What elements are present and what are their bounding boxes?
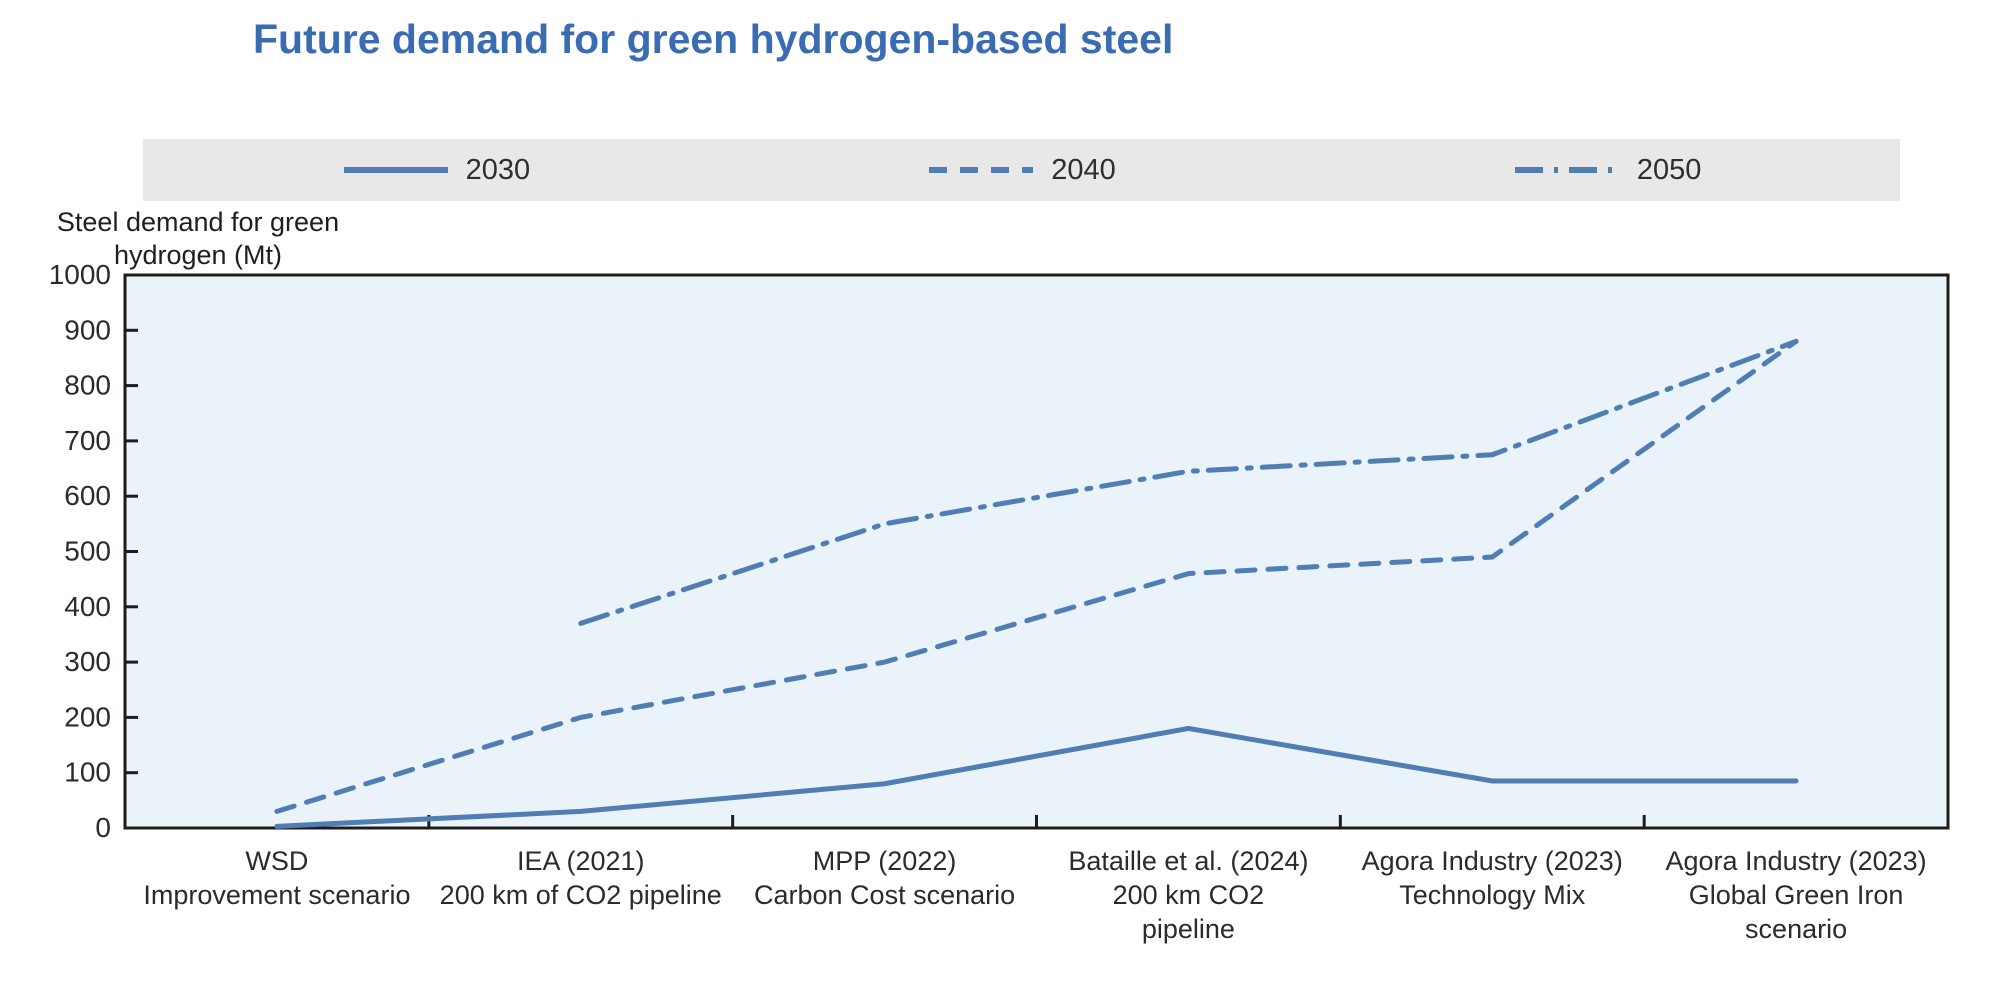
series-line-2050	[578, 338, 1799, 626]
legend-item-2030: 2030	[342, 153, 531, 187]
y-tick-label: 0	[95, 812, 111, 843]
series-line-2030	[274, 725, 1799, 829]
y-tick-label: 800	[64, 370, 111, 401]
x-tick-label: IEA (2021) 200 km of CO2 pipeline	[440, 846, 722, 910]
x-tick-label: MPP (2022) Carbon Cost scenario	[754, 846, 1015, 910]
y-tick-label: 400	[64, 591, 111, 622]
y-tick-label: 300	[64, 646, 111, 677]
legend-item-2050: 2050	[1513, 153, 1702, 187]
legend-label-2030: 2030	[465, 153, 531, 186]
x-tick-label: WSD Improvement scenario	[143, 846, 410, 910]
y-tick-label: 500	[64, 536, 111, 567]
x-tick-label: Bataille et al. (2024) 200 km CO2 pipeline	[1068, 846, 1308, 944]
legend-item-2040: 2040	[927, 154, 1116, 187]
legend-label-2040: 2040	[1051, 153, 1116, 186]
legend-line-solid-icon	[343, 167, 448, 173]
legend-line-dashed-icon	[929, 167, 1034, 173]
legend-label-2050: 2050	[1636, 153, 1702, 186]
y-tick-label: 100	[64, 757, 111, 788]
y-tick-label: 600	[64, 480, 111, 511]
chart-legend: 2030 2040 2050	[143, 139, 1900, 201]
series-line-2040	[274, 338, 1799, 814]
x-tick-label: Agora Industry (2023) Global Green Iron sc…	[1666, 846, 1927, 944]
chart-title: Future demand for green hydrogen-based s…	[253, 16, 1174, 62]
y-axis-title: Steel demand for green hydrogen (Mt)	[52, 206, 344, 272]
x-tick-label: Agora Industry (2023) Technology Mix	[1362, 846, 1623, 910]
y-axis-title-line2: hydrogen (Mt)	[113, 240, 283, 270]
legend-line-dashdot-icon	[1514, 167, 1619, 173]
plot-area	[123, 273, 1950, 830]
y-axis-title-line1: Steel demand for green	[56, 207, 340, 237]
y-tick-label: 200	[64, 701, 111, 732]
y-tick-label: 1000	[49, 259, 111, 290]
y-tick-label: 900	[64, 314, 111, 345]
y-tick-label: 700	[64, 425, 111, 456]
